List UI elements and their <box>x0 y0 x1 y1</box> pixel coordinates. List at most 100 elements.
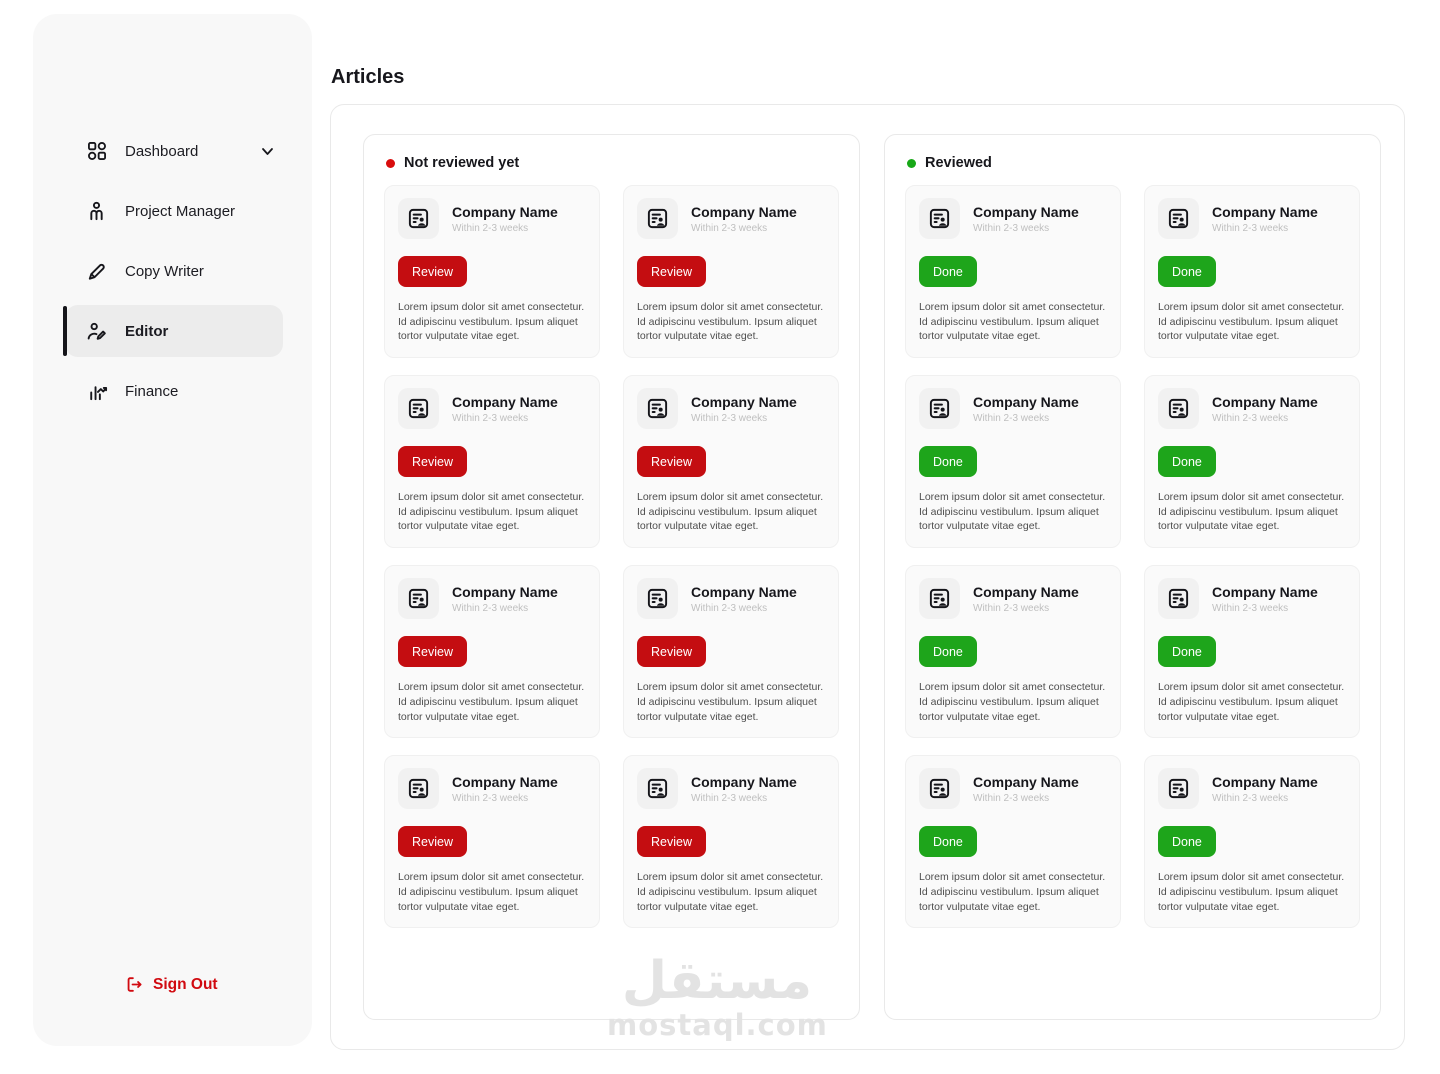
sidebar-item-editor[interactable]: Editor <box>63 305 283 357</box>
article-company-icon <box>637 198 678 239</box>
sidebar-item-label: Copy Writer <box>125 262 204 280</box>
timeline-text: Within 2-3 weeks <box>452 792 529 804</box>
company-name: Company Name <box>973 203 1079 220</box>
panel-reviewed: Reviewed Company Name Within 2-3 weeks D… <box>884 134 1381 1020</box>
card-titles: Company Name Within 2-3 weeks <box>691 774 797 804</box>
card-titles: Company Name Within 2-3 weeks <box>452 584 558 614</box>
sidebar-nav: Dashboard Project Manager <box>33 14 312 417</box>
review-button[interactable]: Review <box>398 446 467 478</box>
panel-header: Reviewed <box>907 155 1360 171</box>
done-button[interactable]: Done <box>1158 826 1216 858</box>
card-titles: Company Name Within 2-3 weeks <box>452 204 558 234</box>
article-card: Company Name Within 2-3 weeks Done Lorem… <box>905 185 1121 359</box>
timeline-text: Within 2-3 weeks <box>691 222 768 234</box>
timeline-text: Within 2-3 weeks <box>1212 222 1289 234</box>
article-company-icon <box>919 198 960 239</box>
card-header: Company Name Within 2-3 weeks <box>398 578 586 620</box>
done-button[interactable]: Done <box>919 256 977 287</box>
timeline-text: Within 2-3 weeks <box>691 792 768 804</box>
card-description: Lorem ipsum dolor sit amet consectetur. … <box>637 681 824 723</box>
timeline-text: Within 2-3 weeks <box>1212 792 1289 804</box>
review-button[interactable]: Review <box>398 826 467 858</box>
article-card: Company Name Within 2-3 weeks Done Lorem… <box>1144 565 1360 739</box>
sidebar-item-copy-writer[interactable]: Copy Writer <box>65 245 283 297</box>
sidebar-item-label: Project Manager <box>125 202 236 220</box>
card-header: Company Name Within 2-3 weeks <box>398 768 586 810</box>
article-card: Company Name Within 2-3 weeks Done Lorem… <box>1144 185 1360 359</box>
card-titles: Company Name Within 2-3 weeks <box>973 204 1079 234</box>
sidebar-item-dashboard[interactable]: Dashboard <box>65 125 283 177</box>
card-description: Lorem ipsum dolor sit amet consectetur. … <box>1158 871 1345 913</box>
card-titles: Company Name Within 2-3 weeks <box>1212 584 1318 614</box>
company-name: Company Name <box>452 773 558 790</box>
timeline-text: Within 2-3 weeks <box>1212 412 1289 424</box>
review-button[interactable]: Review <box>637 256 706 287</box>
review-button[interactable]: Review <box>398 256 467 287</box>
article-card: Company Name Within 2-3 weeks Done Lorem… <box>905 565 1121 739</box>
panel-not-reviewed: Not reviewed yet Company Name Within 2-3… <box>363 134 860 1020</box>
article-card: Company Name Within 2-3 weeks Done Lorem… <box>1144 755 1360 929</box>
timeline-text: Within 2-3 weeks <box>1212 602 1289 614</box>
card-description: Lorem ipsum dolor sit amet consectetur. … <box>398 491 585 533</box>
done-button[interactable]: Done <box>1158 636 1216 668</box>
sidebar: Dashboard Project Manager <box>33 14 312 1046</box>
article-card: Company Name Within 2-3 weeks Done Lorem… <box>905 375 1121 549</box>
done-button[interactable]: Done <box>919 446 977 478</box>
card-header: Company Name Within 2-3 weeks <box>1158 578 1346 620</box>
card-header: Company Name Within 2-3 weeks <box>398 388 586 430</box>
article-card: Company Name Within 2-3 weeks Review Lor… <box>623 375 839 549</box>
card-header: Company Name Within 2-3 weeks <box>637 768 825 810</box>
done-button[interactable]: Done <box>919 636 977 668</box>
sign-out-button[interactable]: Sign Out <box>125 975 218 994</box>
card-header: Company Name Within 2-3 weeks <box>1158 198 1346 239</box>
review-button[interactable]: Review <box>398 636 467 668</box>
article-company-icon <box>398 388 439 430</box>
article-company-icon <box>398 578 439 620</box>
article-card: Company Name Within 2-3 weeks Review Lor… <box>384 185 600 359</box>
company-name: Company Name <box>691 203 797 220</box>
sign-out-label: Sign Out <box>153 975 218 993</box>
chevron-down-icon[interactable] <box>260 144 275 159</box>
card-header: Company Name Within 2-3 weeks <box>1158 768 1346 810</box>
done-button[interactable]: Done <box>1158 446 1216 478</box>
article-card: Company Name Within 2-3 weeks Review Lor… <box>384 565 600 739</box>
card-description: Lorem ipsum dolor sit amet consectetur. … <box>1158 301 1345 343</box>
card-description: Lorem ipsum dolor sit amet consectetur. … <box>919 871 1106 913</box>
company-name: Company Name <box>1212 203 1318 220</box>
panel-header: Not reviewed yet <box>386 155 839 171</box>
review-button[interactable]: Review <box>637 826 706 858</box>
card-titles: Company Name Within 2-3 weeks <box>973 584 1079 614</box>
card-description: Lorem ipsum dolor sit amet consectetur. … <box>637 871 824 913</box>
company-name: Company Name <box>1212 393 1318 410</box>
status-dot-green <box>907 158 916 168</box>
article-card: Company Name Within 2-3 weeks Done Lorem… <box>1144 375 1360 549</box>
article-company-icon <box>919 388 960 430</box>
page-title: Articles <box>331 66 405 88</box>
done-button[interactable]: Done <box>1158 256 1216 287</box>
status-dot-red <box>386 158 395 168</box>
company-name: Company Name <box>452 393 558 410</box>
card-header: Company Name Within 2-3 weeks <box>919 198 1107 239</box>
card-header: Company Name Within 2-3 weeks <box>637 388 825 430</box>
chart-icon <box>85 380 108 403</box>
card-description: Lorem ipsum dolor sit amet consectetur. … <box>637 491 824 533</box>
article-card: Company Name Within 2-3 weeks Review Lor… <box>384 755 600 929</box>
sidebar-item-project-manager[interactable]: Project Manager <box>65 185 283 237</box>
card-description: Lorem ipsum dolor sit amet consectetur. … <box>1158 681 1345 723</box>
done-button[interactable]: Done <box>919 826 977 858</box>
timeline-text: Within 2-3 weeks <box>973 792 1050 804</box>
card-description: Lorem ipsum dolor sit amet consectetur. … <box>398 301 585 343</box>
company-name: Company Name <box>973 583 1079 600</box>
card-titles: Company Name Within 2-3 weeks <box>452 774 558 804</box>
sidebar-item-finance[interactable]: Finance <box>65 365 283 417</box>
grid-icon <box>85 140 108 163</box>
review-button[interactable]: Review <box>637 636 706 668</box>
company-name: Company Name <box>973 773 1079 790</box>
review-button[interactable]: Review <box>637 446 706 478</box>
card-header: Company Name Within 2-3 weeks <box>398 198 586 239</box>
card-header: Company Name Within 2-3 weeks <box>637 198 825 239</box>
timeline-text: Within 2-3 weeks <box>973 602 1050 614</box>
article-company-icon <box>1158 578 1199 620</box>
card-description: Lorem ipsum dolor sit amet consectetur. … <box>919 491 1106 533</box>
card-header: Company Name Within 2-3 weeks <box>1158 388 1346 430</box>
